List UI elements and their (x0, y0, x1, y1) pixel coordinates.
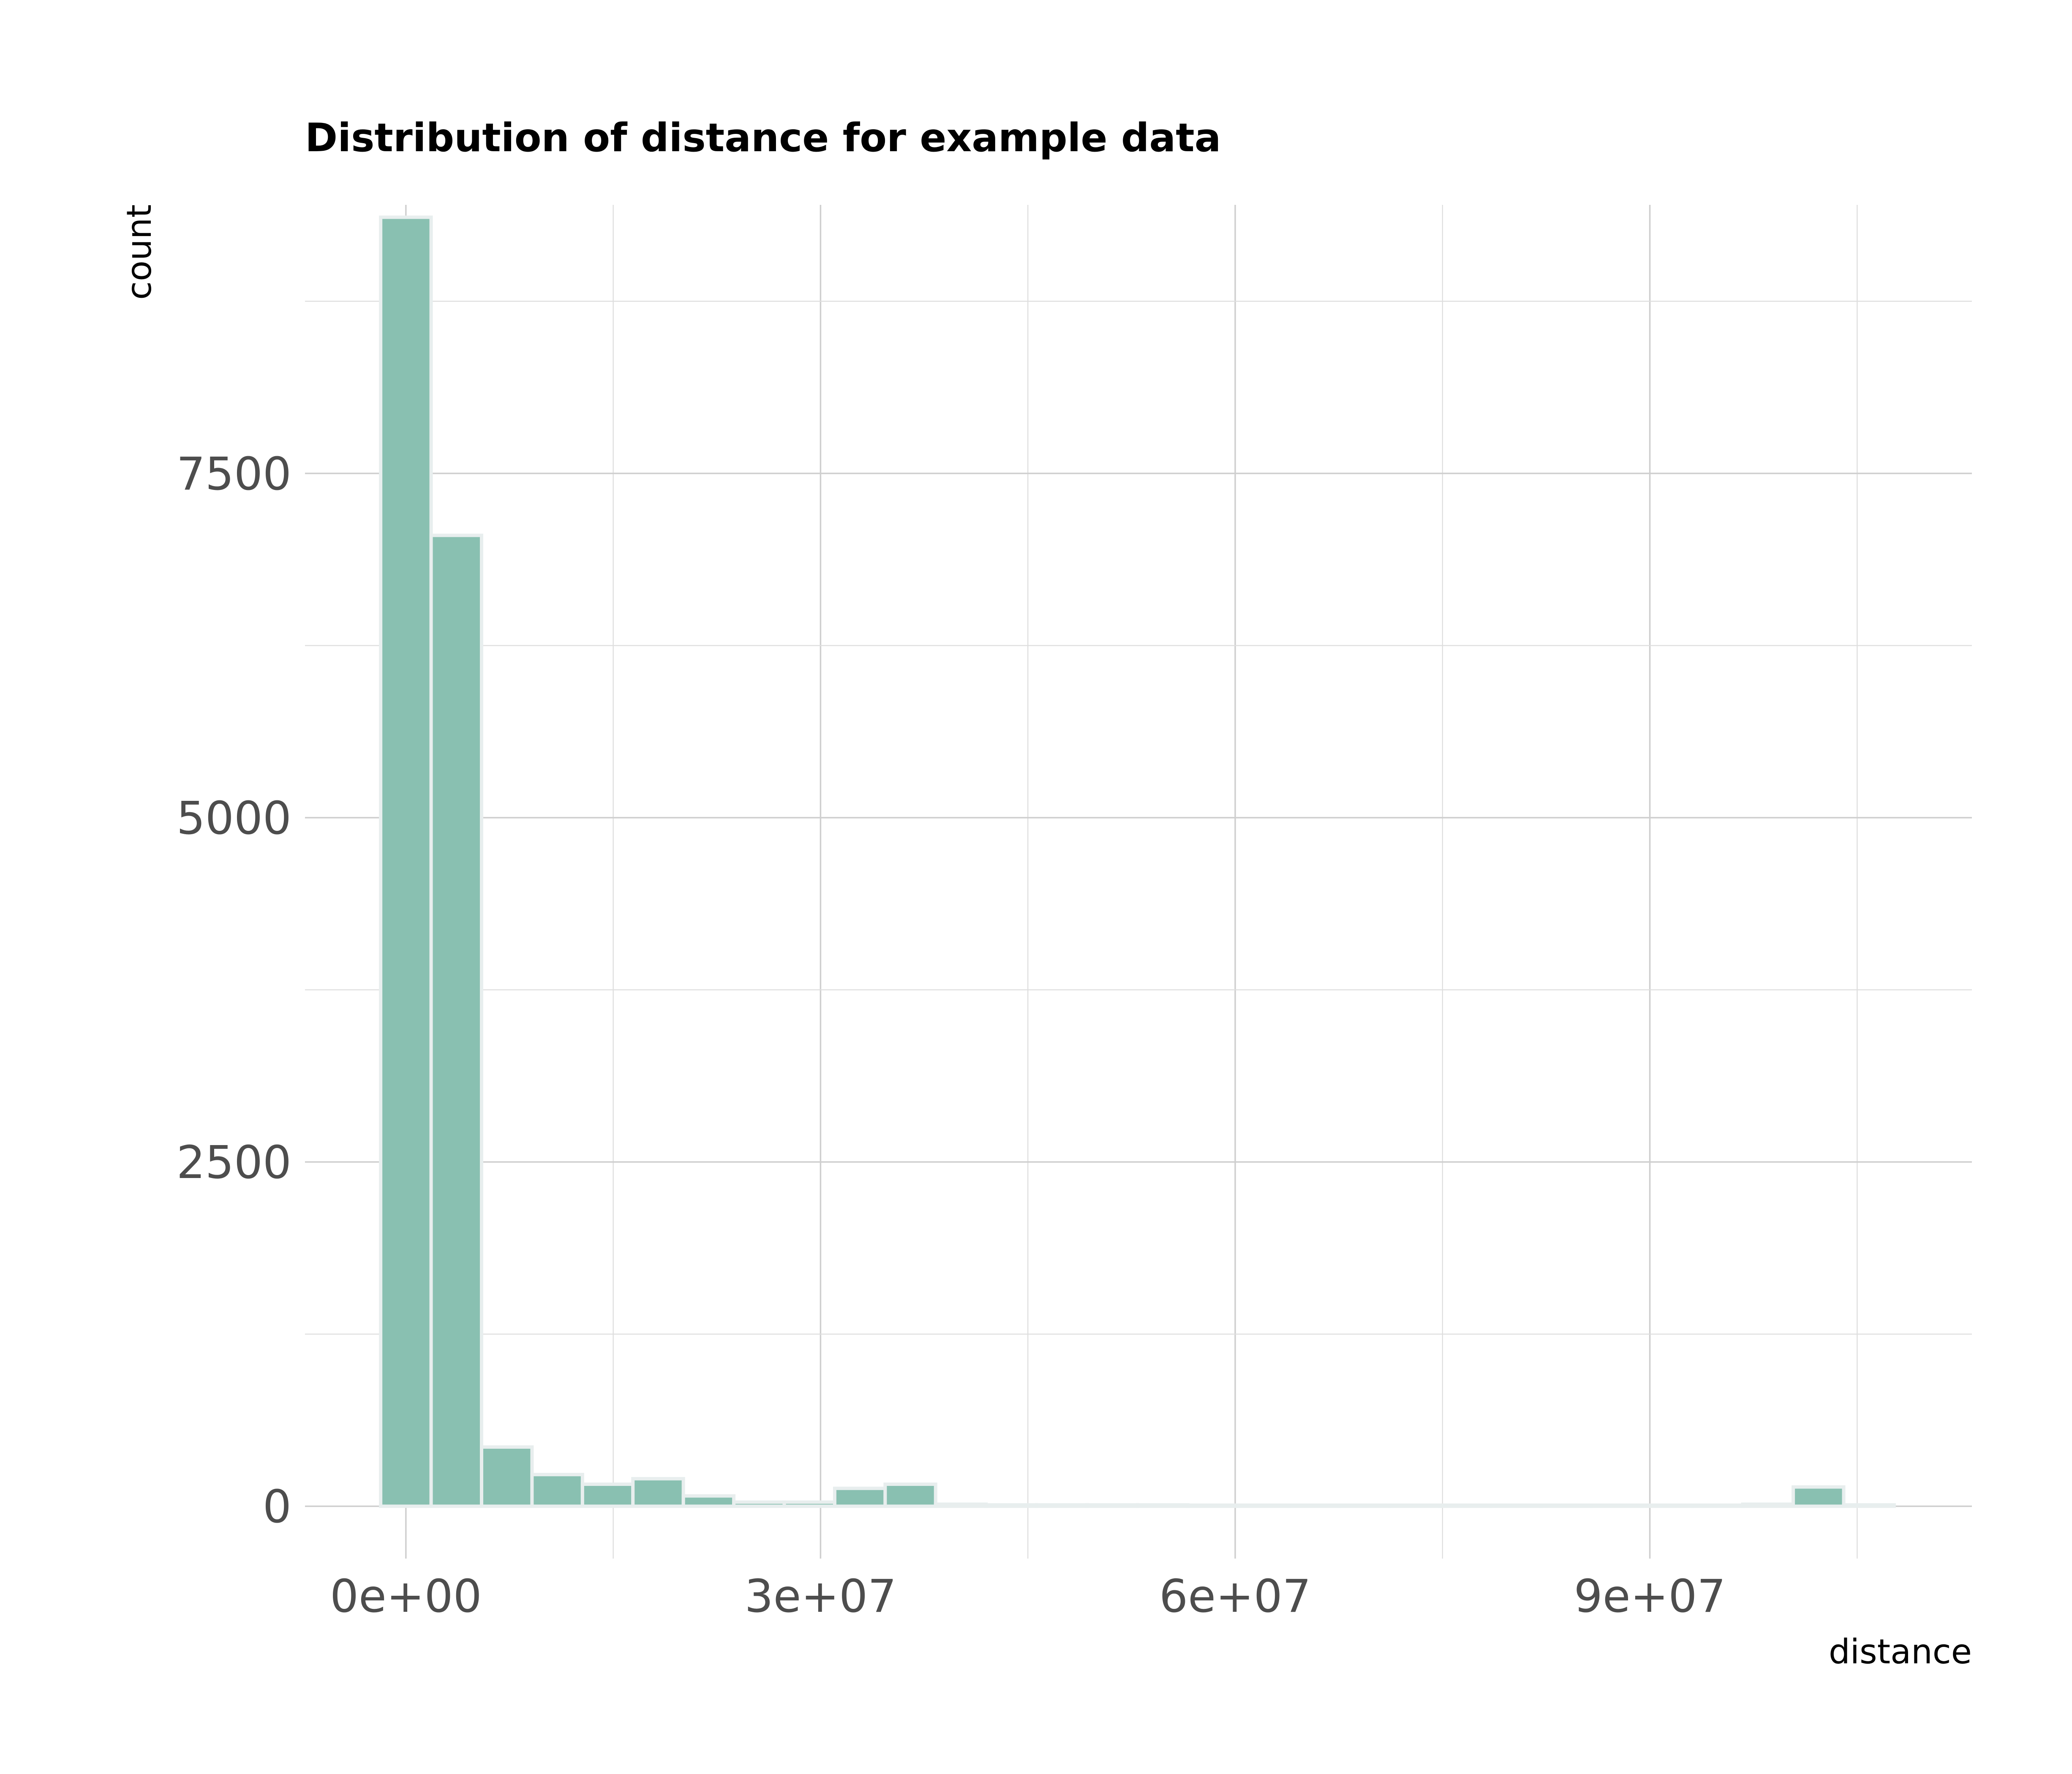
histogram-bar (883, 1482, 937, 1508)
y-tick-label: 0 (263, 1481, 291, 1533)
histogram-bar (1539, 1503, 1593, 1508)
histogram-bar (681, 1494, 736, 1508)
y-tick-label: 7500 (177, 448, 291, 501)
chart-title: Distribution of distance for example dat… (305, 115, 1221, 161)
histogram-bar (580, 1482, 635, 1508)
x-tick-label: 9e+07 (1574, 1570, 1726, 1623)
histogram-bar (782, 1500, 836, 1508)
histogram-bar (934, 1502, 988, 1508)
histogram-bar (631, 1477, 685, 1508)
histogram-bar (1388, 1503, 1442, 1508)
histogram-bar (1792, 1485, 1846, 1508)
histogram-bar (1842, 1503, 1896, 1508)
x-tick-label: 0e+00 (330, 1570, 482, 1623)
histogram-bar (1337, 1503, 1391, 1508)
histogram-bar (732, 1500, 786, 1508)
y-tick-label: 5000 (177, 792, 291, 845)
histogram-bars (379, 215, 1896, 1508)
x-axis-title: distance (1829, 1632, 1972, 1671)
histogram-bar (429, 533, 483, 1508)
histogram-bar (1236, 1503, 1291, 1508)
histogram-bar (833, 1486, 887, 1508)
histogram-bar (479, 1445, 534, 1508)
histogram-bar (379, 215, 433, 1508)
y-tick-label: 2500 (177, 1137, 291, 1189)
histogram-bar (1590, 1503, 1644, 1508)
histogram-bar (1640, 1503, 1694, 1508)
x-tick-label: 3e+07 (745, 1570, 897, 1623)
histogram-bar (1035, 1503, 1089, 1508)
histogram-bar (984, 1503, 1038, 1508)
x-tick-label: 6e+07 (1159, 1570, 1311, 1623)
histogram-bar (1186, 1503, 1240, 1508)
y-axis-title: count (120, 204, 159, 300)
histogram-bar (1287, 1503, 1341, 1508)
histogram-bar (530, 1473, 584, 1508)
histogram-bar (1691, 1503, 1745, 1508)
histogram-bar (1438, 1503, 1492, 1508)
histogram-bar (1741, 1502, 1795, 1508)
histogram-bar (1135, 1503, 1190, 1508)
histogram-bar (1489, 1503, 1543, 1508)
histogram-bar (1085, 1503, 1139, 1508)
tick-labels: 0e+00 3e+07 6e+07 9e+07 0 2500 5000 7500 (177, 448, 1726, 1623)
